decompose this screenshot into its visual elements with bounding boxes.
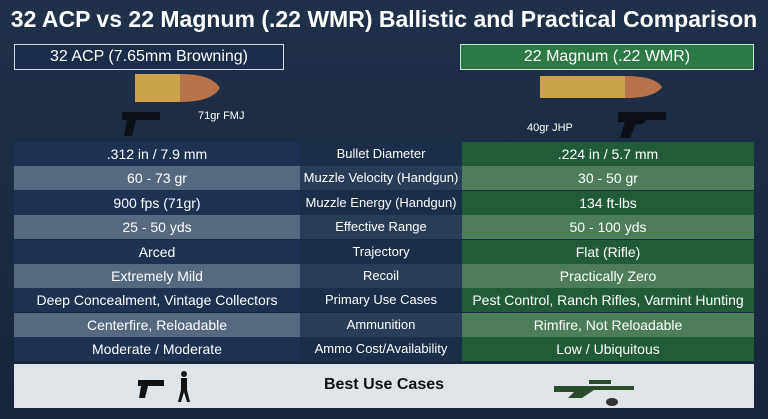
person-icon — [178, 378, 190, 402]
right-value: Pest Control, Ranch Rifles, Varmint Hunt… — [462, 288, 754, 313]
row-label: Muzzle Energy (Handgun) — [300, 190, 462, 215]
person-icon — [181, 371, 187, 377]
right-value: 50 - 100 yds — [462, 215, 754, 240]
rodent-icon — [606, 398, 618, 406]
right-header: 22 Magnum (.22 WMR) — [460, 44, 754, 70]
left-value: Arced — [14, 239, 300, 264]
title: 32 ACP vs 22 Magnum (.22 WMR) Ballistic … — [10, 6, 758, 32]
caption: 40gr JHP — [527, 122, 573, 134]
revolver-icon — [618, 112, 666, 138]
footer-title: Best Use Cases — [323, 376, 445, 393]
right-value: Low / Ubiquitous — [462, 337, 754, 362]
row-label: Effective Range — [300, 215, 462, 240]
right-value: Rimfire, Not Reloadable — [462, 312, 754, 337]
left-value: 60 - 73 gr — [14, 166, 300, 191]
left-value: Moderate / Moderate — [14, 337, 300, 362]
footer-icons — [138, 371, 634, 406]
pistol-icon — [138, 380, 164, 398]
right-value: 30 - 50 gr — [462, 166, 754, 191]
casing — [135, 74, 180, 102]
left-value: 900 fps (71gr) — [14, 190, 300, 215]
casing — [540, 76, 625, 98]
row-label: Primary Use Cases — [300, 288, 462, 313]
row-label: Bullet Diameter — [300, 142, 462, 166]
right-value: .224 in / 5.7 mm — [462, 142, 754, 166]
bullet — [625, 76, 662, 98]
left-header: 32 ACP (7.65mm Browning) — [14, 44, 284, 70]
left-value: Centerfire, Reloadable — [14, 312, 300, 337]
right-value: Practically Zero — [462, 264, 754, 288]
row-label: Muzzle Velocity (Handgun) — [300, 166, 462, 191]
caption: 71gr FMJ — [198, 110, 245, 122]
left-value: .312 in / 7.9 mm — [14, 142, 300, 166]
row-label: Ammo Cost/Availability — [300, 337, 462, 362]
row-label: Ammunition — [300, 312, 462, 337]
right-value: Flat (Rifle) — [462, 239, 754, 264]
footer: Best Use Cases — [14, 364, 754, 408]
bullet — [180, 74, 220, 102]
row-label: Recoil — [300, 264, 462, 288]
left-value: Deep Concealment, Vintage Collectors — [14, 288, 300, 313]
right-value: 134 ft-lbs — [462, 190, 754, 215]
pistol-icon — [122, 112, 160, 136]
left-value: Extremely Mild — [14, 264, 300, 288]
illustrations — [122, 74, 666, 138]
left-value: 25 - 50 yds — [14, 215, 300, 240]
row-label: Trajectory — [300, 239, 462, 264]
rifle-icon — [554, 380, 634, 398]
